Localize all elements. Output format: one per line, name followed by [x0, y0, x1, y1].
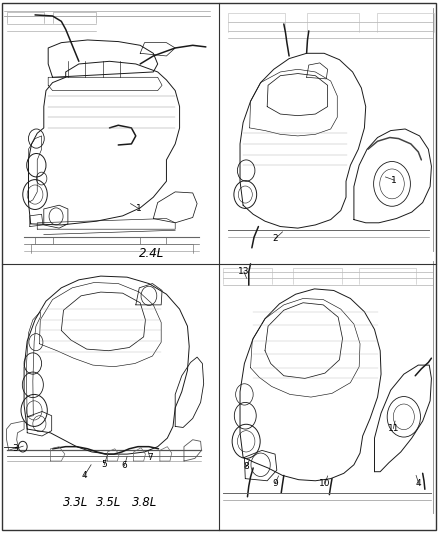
Text: 3.8L: 3.8L	[132, 496, 157, 509]
Text: 8: 8	[243, 463, 249, 471]
Text: 2.4L: 2.4L	[138, 247, 164, 260]
Text: 6: 6	[121, 462, 127, 470]
Text: 13: 13	[238, 268, 250, 276]
Text: 10: 10	[319, 479, 331, 488]
Text: 11: 11	[388, 424, 399, 433]
Text: 4: 4	[81, 472, 87, 480]
Text: 3: 3	[12, 445, 18, 453]
Text: 3.5L: 3.5L	[96, 496, 121, 509]
Text: 9: 9	[272, 479, 278, 488]
Text: 1: 1	[391, 176, 397, 184]
Text: 3.3L: 3.3L	[63, 496, 88, 509]
Text: 1: 1	[136, 205, 142, 213]
Text: 5: 5	[101, 461, 107, 469]
Text: 7: 7	[147, 453, 153, 462]
Text: 2: 2	[272, 235, 278, 243]
Text: 4: 4	[416, 479, 421, 488]
